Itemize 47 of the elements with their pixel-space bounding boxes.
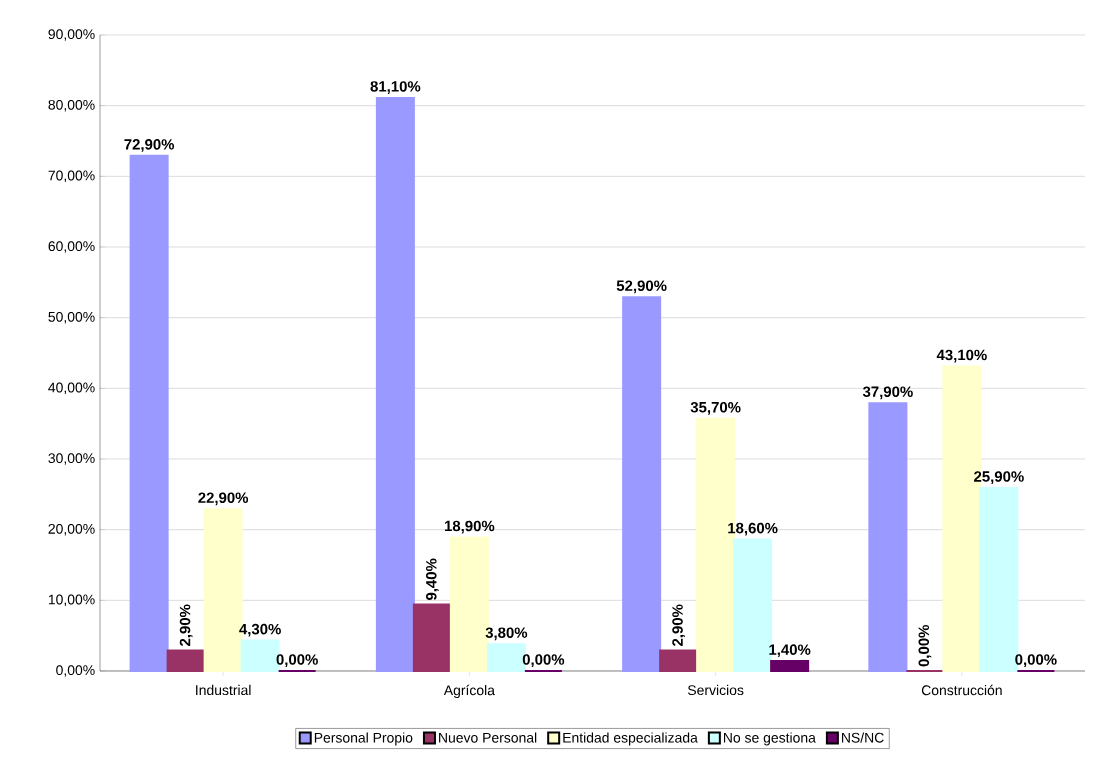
x-tick-label: Construcción bbox=[921, 684, 1002, 696]
data-label: 72,90% bbox=[124, 139, 175, 152]
y-tick-label: 50,00% bbox=[48, 311, 95, 324]
legend-label: Personal Propio bbox=[314, 732, 413, 746]
data-label: 18,60% bbox=[728, 522, 778, 536]
bar bbox=[622, 296, 662, 672]
bar bbox=[770, 660, 810, 672]
legend-label: NS/NC bbox=[842, 732, 884, 743]
y-tick-label: 70,00% bbox=[48, 170, 95, 183]
data-label: 0,00% bbox=[1015, 654, 1057, 667]
x-tick-label: Industrial bbox=[196, 684, 251, 696]
bar bbox=[412, 603, 452, 672]
data-label: 4,30% bbox=[239, 623, 281, 637]
bar bbox=[659, 649, 699, 672]
bar bbox=[868, 402, 908, 672]
legend-label: Nuevo Personal bbox=[439, 732, 537, 743]
x-tick-label: Agrícola bbox=[443, 684, 495, 698]
y-tick-label: 30,00% bbox=[48, 453, 95, 465]
bar bbox=[129, 154, 169, 672]
x-tick-label: Servicios bbox=[687, 684, 744, 696]
data-label: 3,80% bbox=[485, 627, 528, 641]
legend-label: Entidad especializada bbox=[563, 732, 698, 746]
bar bbox=[166, 649, 206, 672]
data-label: 35,70% bbox=[690, 401, 741, 415]
bar bbox=[375, 96, 415, 672]
y-tick-label: 80,00% bbox=[48, 99, 95, 112]
y-tick-label: 60,00% bbox=[48, 241, 95, 253]
data-label: 22,90% bbox=[198, 492, 249, 506]
y-tick-label: 0,00% bbox=[56, 665, 95, 677]
y-tick-label: 10,00% bbox=[48, 594, 95, 607]
data-label: 18,90% bbox=[444, 520, 495, 534]
data-label: 0,00% bbox=[276, 654, 318, 667]
data-label: 52,90% bbox=[616, 280, 667, 294]
y-tick-label: 40,00% bbox=[48, 382, 95, 395]
data-label: 37,90% bbox=[862, 386, 913, 400]
data-label: 1,40% bbox=[769, 644, 811, 658]
y-tick-label: 90,00% bbox=[48, 29, 95, 41]
y-tick-label: 20,00% bbox=[48, 523, 95, 536]
data-label: 2,90% bbox=[672, 604, 686, 646]
data-label: 9,40% bbox=[426, 558, 439, 601]
data-label: 2,90% bbox=[179, 604, 193, 646]
data-label: 25,90% bbox=[974, 471, 1024, 484]
data-label: 0,00% bbox=[522, 654, 565, 667]
data-label: 0,00% bbox=[918, 625, 932, 667]
data-label: 81,10% bbox=[370, 81, 421, 94]
legend-label: No se gestiona bbox=[724, 732, 816, 746]
data-label: 43,10% bbox=[936, 349, 987, 363]
